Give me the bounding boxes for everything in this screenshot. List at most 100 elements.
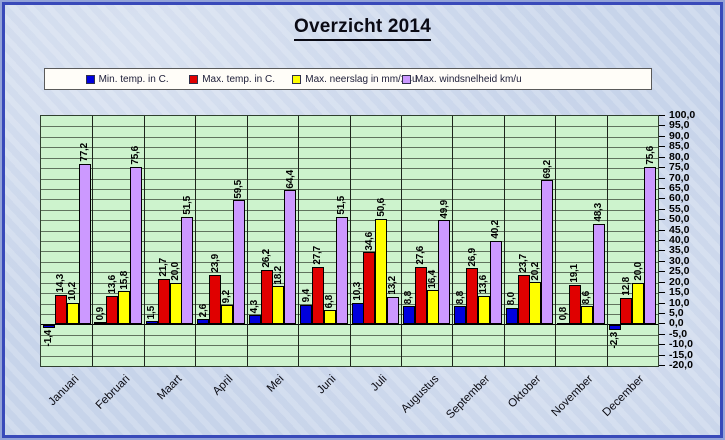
y-axis-label: -20,0 bbox=[669, 359, 693, 371]
y-axis-tick bbox=[659, 281, 665, 283]
zero-axis-line bbox=[41, 324, 658, 326]
bar-max-windsnelheid-km-u bbox=[129, 166, 142, 325]
bar-value-label: -2,3 bbox=[609, 332, 620, 349]
chart-title: Overzicht 2014 bbox=[2, 16, 723, 41]
bar-max-neerslag-in-mm-24u bbox=[220, 305, 233, 325]
y-axis-tick bbox=[659, 312, 665, 314]
bar-value-label: 16,4 bbox=[427, 269, 439, 289]
y-axis-tick bbox=[659, 323, 665, 325]
bar-value-label: 50,6 bbox=[375, 198, 387, 217]
bar-value-label: 6,8 bbox=[324, 294, 336, 309]
y-axis-tick bbox=[659, 229, 665, 231]
bar-max-temp-in-c- bbox=[620, 297, 633, 325]
legend-swatch-neerslag bbox=[292, 74, 302, 84]
bar-value-label: 20,0 bbox=[632, 262, 644, 281]
bar-max-windsnelheid-km-u bbox=[541, 180, 554, 325]
y-axis-tick bbox=[659, 125, 665, 127]
gridline bbox=[41, 251, 658, 253]
gridline bbox=[41, 355, 658, 357]
y-axis-label: 35,0 bbox=[669, 244, 690, 257]
y-axis-label: 25,0 bbox=[669, 265, 690, 278]
gridline bbox=[41, 178, 658, 180]
bar-value-label: 8,0 bbox=[506, 292, 518, 306]
y-axis-label: 10,0 bbox=[669, 296, 690, 309]
bar-value-label: 0,9 bbox=[94, 307, 106, 321]
y-axis-tick bbox=[659, 240, 665, 241]
bar-min-temp-in-c- bbox=[557, 322, 570, 325]
bar-value-label: 23,9 bbox=[209, 253, 221, 273]
y-axis-label: 50,0 bbox=[669, 213, 690, 226]
bar-min-temp-in-c- bbox=[454, 306, 467, 325]
bar-max-windsnelheid-km-u bbox=[644, 166, 657, 325]
category-separator bbox=[195, 116, 196, 366]
gridline bbox=[41, 209, 658, 211]
bar-max-windsnelheid-km-u bbox=[592, 223, 605, 325]
bar-value-label: 49,9 bbox=[438, 199, 450, 219]
bar-max-temp-in-c- bbox=[517, 274, 530, 325]
gridline bbox=[41, 303, 658, 305]
bar-value-label: 8,8 bbox=[454, 290, 466, 304]
y-axis-label: 60,0 bbox=[669, 192, 690, 205]
y-axis-label: 15,0 bbox=[669, 286, 690, 299]
category-separator bbox=[144, 116, 145, 366]
bar-max-windsnelheid-km-u bbox=[284, 190, 297, 325]
category-separator bbox=[350, 116, 351, 366]
y-axis-label: 95,0 bbox=[669, 119, 690, 132]
gridline bbox=[41, 293, 658, 295]
gridline bbox=[41, 168, 658, 170]
bar-max-temp-in-c- bbox=[414, 266, 427, 325]
y-axis-label: 100,0 bbox=[669, 109, 696, 121]
gridline bbox=[41, 272, 658, 274]
legend-label: Max. windsnelheid km/u bbox=[414, 73, 522, 85]
y-axis-tick bbox=[659, 365, 665, 366]
bar-value-label: 13,6 bbox=[478, 275, 490, 294]
y-axis-tick bbox=[659, 177, 665, 179]
legend-swatch-min-temp bbox=[85, 74, 95, 84]
bar-min-temp-in-c- bbox=[43, 325, 55, 329]
y-axis-tick bbox=[659, 260, 665, 262]
bar-value-label: 75,6 bbox=[644, 146, 656, 165]
bar-value-label: 48,3 bbox=[593, 203, 605, 222]
gridline bbox=[41, 147, 658, 149]
bar-value-label: 1,5 bbox=[146, 305, 158, 320]
y-axis-label: 70,0 bbox=[669, 171, 690, 184]
bar-max-neerslag-in-mm-24u bbox=[529, 282, 542, 325]
bar-max-temp-in-c- bbox=[466, 268, 479, 325]
bar-max-neerslag-in-mm-24u bbox=[426, 290, 439, 325]
chart-title-text: Overzicht 2014 bbox=[294, 16, 431, 41]
legend-label: Min. temp. in C. bbox=[98, 73, 169, 85]
y-axis-tick bbox=[659, 198, 665, 200]
bar-max-neerslag-in-mm-24u bbox=[632, 282, 645, 325]
bar-min-temp-in-c- bbox=[145, 321, 158, 325]
bar-max-neerslag-in-mm-24u bbox=[478, 296, 491, 325]
bar-min-temp-in-c- bbox=[351, 302, 364, 325]
plot-area: -1,4 14,3 10,2 77,2 0,9 13,6 15,8 75,6 1,5 21,7 20… bbox=[40, 115, 659, 367]
bar-value-label: 9,2 bbox=[221, 289, 233, 304]
y-axis-label: -15,0 bbox=[669, 348, 693, 361]
bar-max-windsnelheid-km-u bbox=[78, 163, 91, 325]
y-axis-label: 20,0 bbox=[669, 275, 690, 288]
bar-max-neerslag-in-mm-24u bbox=[169, 282, 182, 325]
bar-max-windsnelheid-km-u bbox=[387, 296, 400, 325]
bar-max-temp-in-c- bbox=[260, 269, 273, 325]
y-axis-tick bbox=[659, 292, 665, 294]
y-axis-tick bbox=[659, 167, 665, 169]
legend-label: Max. neerslag in mm/24u bbox=[305, 73, 418, 85]
gridline bbox=[41, 157, 658, 159]
y-axis-label: 80,0 bbox=[669, 150, 690, 163]
category-separator bbox=[607, 116, 608, 366]
category-separator bbox=[247, 116, 248, 366]
y-axis-label: 65,0 bbox=[669, 181, 690, 194]
bar-value-label: 10,3 bbox=[351, 282, 363, 301]
bar-value-label: 15,8 bbox=[118, 270, 130, 290]
legend-item: Max. neerslag in mm/24u bbox=[292, 69, 418, 89]
bar-max-neerslag-in-mm-24u bbox=[66, 303, 79, 325]
gridline bbox=[41, 241, 658, 242]
bar-value-label: 19,1 bbox=[569, 263, 581, 283]
category-separator bbox=[298, 116, 299, 366]
bar-value-label: 64,4 bbox=[284, 169, 296, 189]
bar-max-windsnelheid-km-u bbox=[438, 220, 451, 325]
y-axis-label: 0,0 bbox=[669, 317, 684, 330]
y-axis-label: 85,0 bbox=[669, 140, 690, 153]
